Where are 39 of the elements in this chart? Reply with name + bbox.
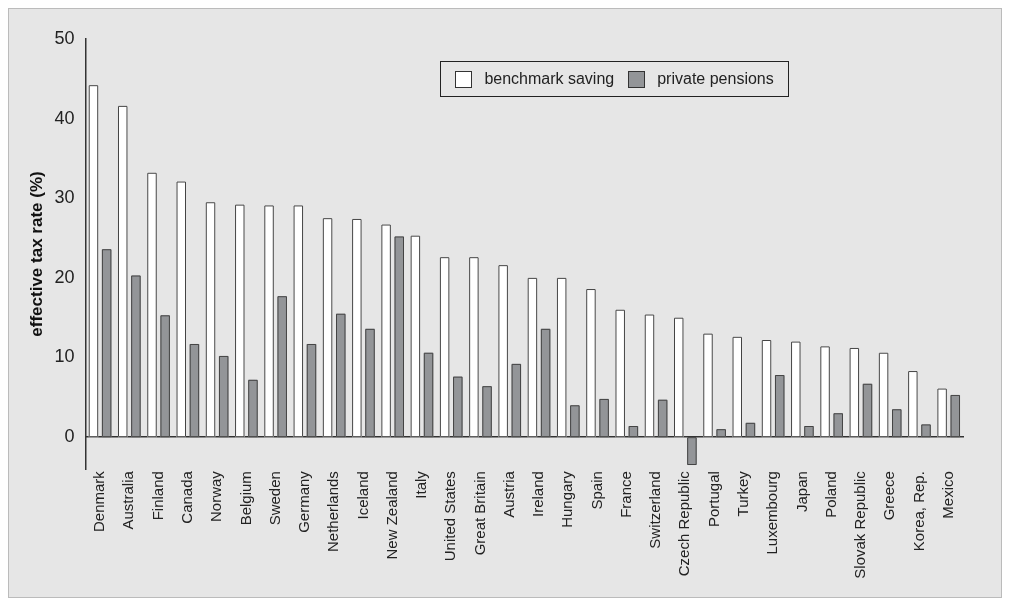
x-tick-label: Switzerland — [646, 471, 664, 549]
x-tick-label: Turkey — [733, 470, 751, 517]
x-tick-label: Slovak Republic — [851, 470, 869, 579]
x-tick-label: New Zealand — [382, 471, 400, 560]
x-tick-label: Australia — [119, 470, 137, 530]
x-tick-label: Belgium — [236, 471, 254, 526]
x-tick-label: Japan — [792, 471, 810, 513]
legend-label: private pensions — [657, 70, 774, 88]
x-tick-label: Italy — [412, 470, 430, 499]
x-tick-label: Spain — [587, 471, 605, 510]
x-tick-label: Canada — [177, 470, 195, 524]
x-tick-label: Norway — [207, 470, 225, 523]
x-tick-label: United States — [441, 471, 459, 562]
x-tick-label: Ireland — [529, 471, 547, 518]
x-tick-label: Luxembourg — [763, 471, 781, 555]
x-tick-label: Germany — [295, 470, 313, 533]
x-tick-label: Hungary — [558, 470, 576, 528]
legend-label: benchmark saving — [484, 70, 615, 88]
x-tick-label: Poland — [821, 471, 839, 518]
y-tick-label: 30 — [54, 187, 75, 208]
y-tick-label: 0 — [64, 426, 75, 447]
y-tick-label: 10 — [54, 346, 75, 367]
y-axis-title: effective tax rate (%) — [26, 171, 46, 337]
x-tick-label: France — [616, 471, 634, 518]
x-tick-label: Greece — [880, 471, 898, 521]
x-tick-label: Mexico — [938, 471, 956, 519]
x-tick-label: Korea, Rep. — [909, 471, 927, 552]
y-tick-label: 20 — [54, 266, 75, 287]
x-tick-label: Sweden — [265, 471, 283, 526]
y-tick-label: 40 — [54, 107, 75, 128]
x-tick-label: Portugal — [704, 471, 722, 528]
x-tick-label: Austria — [499, 470, 517, 518]
y-tick-label: 50 — [54, 27, 75, 48]
x-tick-label: Czech Republic — [675, 470, 693, 577]
x-tick-label: Great Britain — [470, 471, 488, 556]
x-tick-label: Finland — [148, 471, 166, 521]
x-tick-label: Netherlands — [324, 471, 342, 553]
x-tick-label: Iceland — [353, 471, 371, 520]
x-tick-label: Denmark — [90, 470, 108, 533]
